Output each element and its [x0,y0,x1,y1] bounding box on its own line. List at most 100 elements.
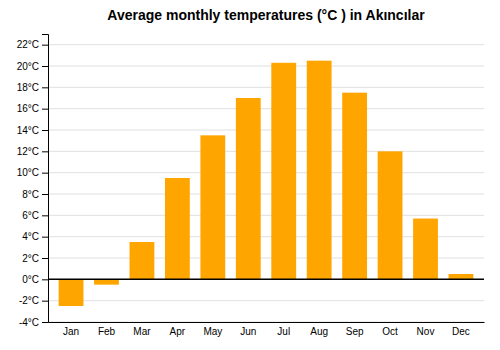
title: Average monthly temperatures (°C ) in Ak… [107,7,425,23]
y-tick-mark [42,45,48,46]
x-tick-label: Oct [382,326,398,337]
y-tick-label: 4°C [22,231,39,242]
bar [378,151,403,279]
bar [307,61,332,280]
x-tick: Jun [240,326,256,337]
bar [200,135,225,279]
y-tick-mark [42,194,48,195]
x-tick-label: Jun [240,326,256,337]
grid-line [48,300,484,301]
x-tick: Apr [170,326,186,337]
y-tick-mark [42,279,48,280]
y-tick-label: 0°C [22,274,39,285]
y-tick-label: 14°C [17,125,39,136]
y-tick: 12°C [17,146,48,157]
x-tick-label: Jul [277,326,290,337]
y-tick-label: 12°C [17,146,39,157]
grid-line [48,279,484,280]
x-tick-label: Aug [310,326,328,337]
y-tick-label: 6°C [22,210,39,221]
x-tick: May [203,326,222,337]
x-tick: Dec [452,326,470,337]
grid [48,45,484,322]
x-tick: Feb [98,326,116,337]
grid-line [48,66,484,67]
y-tick-mark [42,109,48,110]
grid-line [48,130,484,131]
bar [413,219,438,280]
grid-line [48,215,484,216]
y-tick: 8°C [22,189,48,200]
y-tick-label: 20°C [17,61,39,72]
y-tick-mark [42,322,48,323]
y-tick: 16°C [17,103,48,114]
y-tick: 6°C [22,210,48,221]
grid-line [48,194,484,195]
grid-line [48,87,484,88]
y-tick-label: 2°C [22,253,39,264]
y-tick-mark [42,151,48,152]
bar [236,98,261,279]
bar [271,63,296,280]
y-tick-label: 22°C [17,39,39,50]
x-tick: Oct [382,326,398,337]
y-tick-label: 16°C [17,103,39,114]
y-tick-mark [42,237,48,238]
chart: -4°C -2°C 0°C 2°C 4°C 6°C 8°C 10°C 12°C 14°C 16°C 1… [0,0,500,350]
zero-line [48,279,484,281]
x-axis: Jan Feb Mar Apr May Jun Jul Aug Sep Oct Nov Dec [49,323,485,338]
y-tick: 0°C [22,274,48,285]
y-tick-mark [42,130,48,131]
plot: -4°C -2°C 0°C 2°C 4°C 6°C 8°C 10°C 12°C 14°C 16°C 1… [17,35,485,338]
y-tick-label: 18°C [17,82,39,93]
grid-line [48,322,484,323]
x-tick-label: Jan [63,326,79,337]
y-tick: 22°C [17,39,48,50]
y-tick-mark [42,301,48,302]
y-tick: -4°C [19,317,48,328]
grid-line [48,44,484,45]
y-tick-mark [42,173,48,174]
bar [342,93,367,280]
x-tick-label: Mar [133,326,151,337]
bar [165,178,190,279]
y-tick-mark [42,215,48,216]
grid-line [48,151,484,152]
x-tick: Nov [417,326,435,337]
x-tick-label: Feb [98,326,116,337]
x-axis-line [49,322,485,323]
bar [130,242,155,279]
y-tick: 10°C [17,167,48,178]
y-axis: -4°C -2°C 0°C 2°C 4°C 6°C 8°C 10°C 12°C 14°C 16°C 1… [17,35,49,328]
x-tick: Sep [346,326,364,337]
y-tick-mark [42,258,48,259]
x-tick-label: May [203,326,222,337]
y-tick: 20°C [17,61,48,72]
bar [94,279,119,284]
y-tick: 18°C [17,82,48,93]
y-tick-mark [42,66,48,67]
x-tick: Mar [133,326,151,337]
grid-line [48,108,484,109]
x-tick: Jan [63,326,79,337]
x-tick: Aug [310,326,328,337]
x-tick: Jul [277,326,290,337]
y-axis-line [42,35,49,323]
y-tick-label: 10°C [17,167,39,178]
y-tick: 14°C [17,125,48,136]
x-tick-label: Sep [346,326,364,337]
y-tick: -2°C [19,295,48,306]
y-tick-label: -4°C [19,317,39,328]
y-tick-label: 8°C [22,189,39,200]
x-tick-label: Dec [452,326,470,337]
y-tick: 2°C [22,253,48,264]
grid-line [48,172,484,173]
x-tick-label: Apr [170,326,186,337]
y-tick: 4°C [22,231,48,242]
x-tick-label: Nov [417,326,435,337]
y-tick-mark [42,87,48,88]
bar [449,274,474,279]
bars [59,61,474,306]
bar [59,279,84,306]
y-tick-label: -2°C [19,295,39,306]
